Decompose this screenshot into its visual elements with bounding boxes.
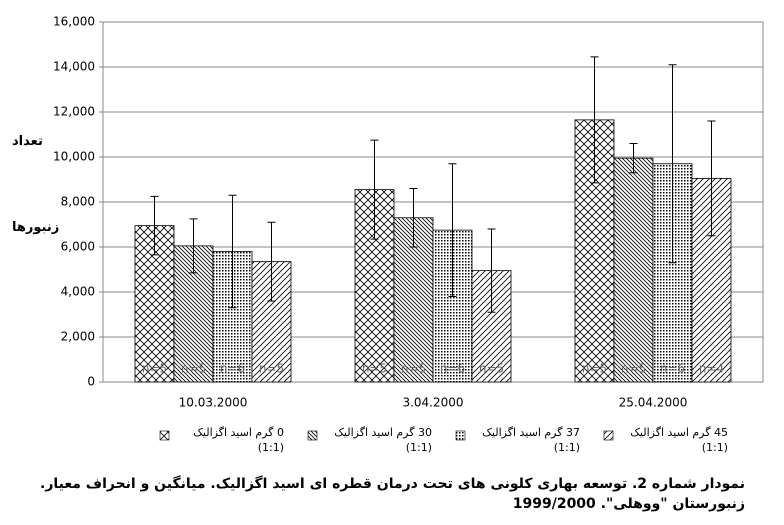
- legend-swatch: [455, 430, 466, 441]
- n-label: n=5: [259, 362, 284, 376]
- legend-label: 30 گرم اسید اگزالیک (1:1): [334, 426, 432, 454]
- legend-swatch: [603, 430, 614, 441]
- y-tick-label: 16,000: [53, 15, 95, 29]
- y-tick-label: 8,000: [61, 195, 95, 209]
- n-label: n=6: [220, 362, 245, 376]
- legend-swatch: [159, 430, 170, 441]
- bar: [613, 157, 654, 383]
- legend-entry: 45 گرم اسید اگزالیک (1:1): [618, 425, 746, 459]
- legend-label: 37 گرم اسید اگزالیک (1:1): [482, 426, 580, 454]
- n-label: n=6: [660, 362, 685, 376]
- bar: [134, 225, 175, 383]
- y-tick-label: 12,000: [53, 105, 95, 119]
- y-tick-label: 14,000: [53, 60, 95, 74]
- y-axis-label: تعداد: [12, 134, 43, 149]
- n-label: n=5: [362, 362, 387, 376]
- n-label: n=5: [621, 362, 646, 376]
- x-tick-label: 10.03.2000: [179, 396, 248, 410]
- y-tick-label: 10,000: [53, 150, 95, 164]
- n-label: n=5: [479, 362, 504, 376]
- y-axis-label: زنبورها: [12, 220, 60, 235]
- n-label: n=5: [142, 362, 167, 376]
- caption: نمودار شماره 2. توسعه بهاری کلونی های تح…: [40, 476, 745, 512]
- n-label: n=6: [440, 362, 465, 376]
- n-label: n=5: [582, 362, 607, 376]
- legend-entry: 30 گرم اسید اگزالیک (1:1): [322, 425, 450, 459]
- y-tick-label: 2,000: [61, 330, 95, 344]
- y-tick-label: 0: [87, 375, 95, 389]
- legend-swatch: [307, 430, 318, 441]
- n-label: n=4: [699, 362, 724, 376]
- n-label: n=5: [401, 362, 426, 376]
- x-tick-label: 25.04.2000: [619, 396, 688, 410]
- y-tick-label: 4,000: [61, 285, 95, 299]
- legend-entry: 0 گرم اسید اگزالیک (1:1): [174, 425, 302, 459]
- n-label: n=5: [181, 362, 206, 376]
- x-tick-label: 3.04.2000: [402, 396, 463, 410]
- legend-label: 0 گرم اسید اگزالیک (1:1): [193, 426, 284, 454]
- legend-label: 45 گرم اسید اگزالیک (1:1): [630, 426, 728, 454]
- y-tick-label: 6,000: [61, 240, 95, 254]
- legend-entry: 37 گرم اسید اگزالیک (1:1): [470, 425, 598, 459]
